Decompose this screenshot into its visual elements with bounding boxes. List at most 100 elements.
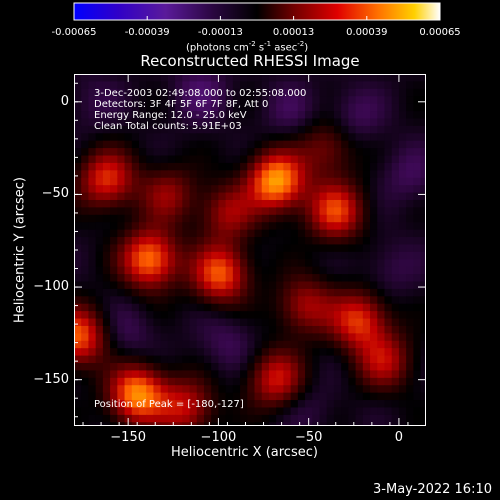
- heatmap-cell: [74, 392, 82, 401]
- heatmap-cell: [117, 162, 126, 171]
- heatmap-cell: [81, 385, 90, 394]
- heatmap-cell: [88, 370, 97, 379]
- heatmap-cell: [305, 222, 313, 231]
- heatmap-cell: [138, 422, 147, 426]
- heatmap-cell: [240, 148, 248, 157]
- heatmap-cell: [319, 177, 328, 186]
- heatmap-cell: [297, 348, 306, 357]
- heatmap-cell: [196, 214, 205, 223]
- heatmap-cell: [370, 377, 378, 386]
- heatmap-cell: [189, 274, 198, 283]
- heatmap-cell: [74, 363, 82, 372]
- heatmap-cell: [240, 140, 248, 149]
- heatmap-cell: [348, 118, 357, 127]
- heatmap-cell: [203, 370, 212, 379]
- heatmap-cell: [81, 363, 90, 372]
- heatmap-cell: [138, 303, 147, 312]
- heatmap-cell: [225, 140, 234, 149]
- heatmap-cell: [160, 81, 169, 90]
- colorbar-units: (photons cm-2 s-1 asec-2): [186, 40, 309, 54]
- heatmap-cell: [355, 96, 364, 105]
- heatmap-cell: [290, 199, 299, 208]
- heatmap-cell: [117, 133, 126, 142]
- heatmap-cell: [283, 303, 292, 312]
- heatmap-cell: [110, 103, 118, 112]
- heatmap-cell: [247, 414, 256, 423]
- heatmap-cell: [124, 81, 133, 90]
- heatmap-cell: [225, 103, 234, 112]
- heatmap-cell: [146, 118, 155, 127]
- heatmap-cell: [88, 348, 97, 357]
- heatmap-cell: [276, 296, 284, 305]
- heatmap-cell: [74, 325, 82, 334]
- heatmap-cell: [102, 385, 111, 394]
- heatmap-cell: [283, 266, 292, 275]
- heatmap-cell: [240, 222, 248, 231]
- heatmap-cell: [362, 407, 371, 416]
- heatmap-cell: [362, 348, 371, 357]
- heatmap-cell: [225, 133, 234, 142]
- heatmap-cell: [211, 385, 220, 394]
- heatmap-cell: [406, 407, 414, 416]
- heatmap-cell: [131, 311, 140, 320]
- heatmap-cell: [95, 133, 104, 142]
- heatmap-cell: [196, 333, 205, 342]
- heatmap-cell: [211, 88, 220, 97]
- heatmap-cell: [196, 251, 205, 260]
- heatmap-cell: [305, 355, 313, 364]
- heatmap-cell: [305, 370, 313, 379]
- heatmap-cell: [247, 214, 256, 223]
- heatmap-cell: [406, 170, 414, 179]
- heatmap-cell: [211, 140, 220, 149]
- heatmap-cell: [326, 385, 335, 394]
- heatmap-cell: [391, 385, 400, 394]
- heatmap-cell: [196, 96, 205, 105]
- heatmap-cell: [218, 74, 227, 83]
- heatmap-cell: [355, 170, 364, 179]
- heatmap-cell: [348, 199, 357, 208]
- heatmap-cell: [74, 414, 82, 423]
- heatmap-cell: [247, 377, 256, 386]
- heatmap-cell: [276, 303, 284, 312]
- heatmap-cell: [283, 96, 292, 105]
- heatmap-cell: [182, 377, 191, 386]
- heatmap-cell: [377, 96, 386, 105]
- heatmap-cell: [254, 392, 263, 401]
- heatmap-cell: [211, 192, 220, 201]
- heatmap-cell: [95, 385, 104, 394]
- heatmap-cell: [196, 185, 205, 194]
- heatmap-cell: [74, 125, 82, 134]
- heatmap-cell: [102, 207, 111, 216]
- heatmap-cell: [189, 422, 198, 426]
- heatmap-cell: [420, 377, 426, 386]
- heatmap-cell: [326, 170, 335, 179]
- heatmap-cell: [225, 74, 234, 83]
- heatmap-cell: [240, 340, 248, 349]
- heatmap-cell: [167, 103, 176, 112]
- heatmap-cell: [247, 422, 256, 426]
- heatmap-cell: [305, 407, 313, 416]
- heatmap-cell: [398, 155, 407, 164]
- heatmap-cell: [247, 170, 256, 179]
- heatmap-cell: [153, 259, 162, 268]
- heatmap-cell: [420, 266, 426, 275]
- heatmap-cell: [189, 259, 198, 268]
- heatmap-cell: [276, 244, 284, 253]
- heatmap-cell: [74, 103, 82, 112]
- heatmap-cell: [131, 111, 140, 120]
- heatmap-cell: [110, 111, 118, 120]
- heatmap-cell: [326, 422, 335, 426]
- heatmap-cell: [153, 111, 162, 120]
- heatmap-cell: [95, 266, 104, 275]
- heatmap-cell: [102, 103, 111, 112]
- heatmap-cell: [268, 111, 277, 120]
- heatmap-cell: [203, 266, 212, 275]
- heatmap-cell: [370, 133, 378, 142]
- heatmap-cell: [225, 333, 234, 342]
- heatmap-cell: [261, 348, 270, 357]
- heatmap-cell: [348, 162, 357, 171]
- heatmap-cell: [420, 400, 426, 409]
- heatmap-cell: [384, 192, 393, 201]
- heatmap-cell: [377, 325, 386, 334]
